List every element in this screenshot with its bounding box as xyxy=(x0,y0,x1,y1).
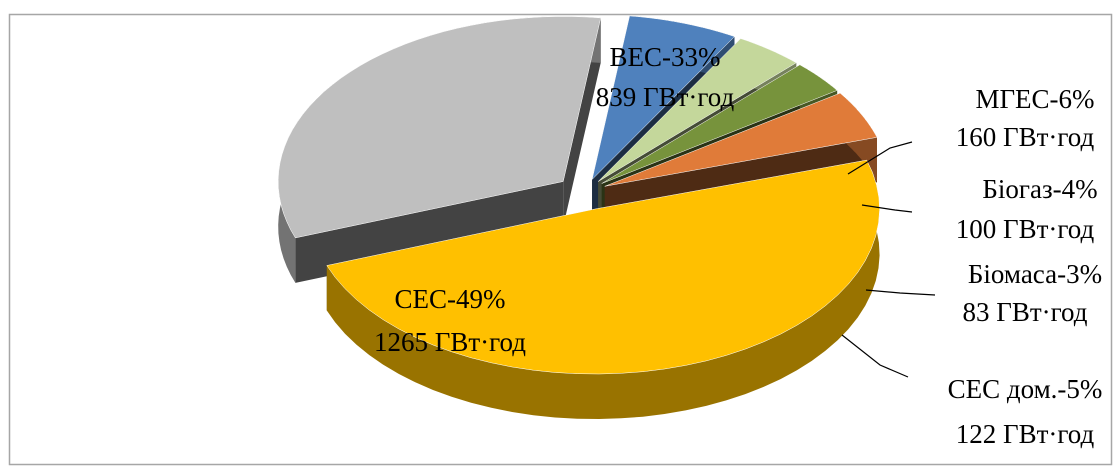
leader-line xyxy=(865,289,936,296)
category-label: МГЕС-6% xyxy=(975,84,1094,114)
value-label: 839 ГВт·год xyxy=(596,82,735,112)
value-label: 1265 ГВт·год xyxy=(374,327,526,357)
value-label: 83 ГВт·год xyxy=(962,297,1087,327)
slice xyxy=(604,92,878,187)
slice-side xyxy=(295,181,564,283)
value-label: 100 ГВт·год xyxy=(956,214,1095,244)
slice-side xyxy=(326,160,880,419)
slice xyxy=(591,15,735,181)
leader-line xyxy=(847,141,913,175)
category-label: Біомаса-3% xyxy=(968,259,1102,289)
category-label: ВЕС-33% xyxy=(610,42,721,72)
slice xyxy=(598,38,797,182)
leader-line xyxy=(861,204,913,213)
slice xyxy=(326,159,880,375)
category-label: СЕС-49% xyxy=(395,284,506,314)
value-label: 122 ГВт·год xyxy=(956,419,1095,449)
value-label: 160 ГВт·год xyxy=(956,122,1095,152)
category-label: Біогаз-4% xyxy=(982,174,1097,204)
category-label: СЕС дом.-5% xyxy=(948,374,1103,404)
slice-side xyxy=(563,17,601,227)
slice xyxy=(601,64,838,184)
slice xyxy=(277,16,602,239)
leader-line xyxy=(841,334,909,378)
